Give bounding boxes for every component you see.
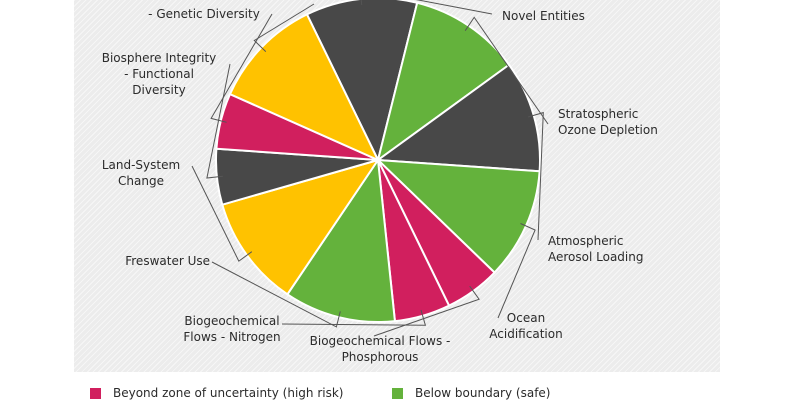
leader-line <box>211 261 341 328</box>
leader-line <box>191 165 253 262</box>
leader-line <box>206 63 231 179</box>
label-land-system-change: Land-System Change <box>101 158 181 188</box>
leader-line <box>253 3 315 52</box>
pie-slice-novel-entities <box>305 0 419 163</box>
label-freshwater-use: Freswater Use <box>125 254 210 268</box>
leader-line <box>281 309 427 326</box>
chart-area: Novel Entities Stratospheric Ozone Deple… <box>74 0 720 372</box>
leader-line <box>497 223 536 319</box>
label-ozone-depletion: Stratospheric Ozone Depletion <box>558 107 658 137</box>
leader-line <box>373 285 480 337</box>
label-genetic-diversity: - Genetic Diversity <box>148 7 260 21</box>
label-aerosol-loading: Atmospheric Aerosol Loading <box>548 234 644 264</box>
legend-item-safe: Below boundary (safe) <box>392 386 551 400</box>
label-phosphorous: Biogeochemical Flows - Phosphorous <box>309 334 451 364</box>
label-functional-diversity: Biosphere Integrity - Functional Diversi… <box>101 51 217 97</box>
legend-label-safe: Below boundary (safe) <box>415 386 551 400</box>
legend-label-high-risk: Beyond zone of uncertainty (high risk) <box>113 386 344 400</box>
leader-line <box>464 16 549 125</box>
leader-line <box>210 13 273 123</box>
legend-swatch-safe <box>392 387 403 399</box>
leader-line <box>527 111 544 241</box>
label-ocean-acidification: Ocean Acidification <box>489 311 563 341</box>
leader-line <box>360 0 493 15</box>
pie-chart <box>191 0 549 337</box>
legend-swatch-high-risk <box>90 387 101 399</box>
legend-item-high-risk: Beyond zone of uncertainty (high risk) <box>90 386 343 400</box>
label-nitrogen: Biogeochemical Flows - Nitrogen <box>183 314 281 344</box>
label-novel-entities: Novel Entities <box>502 9 585 23</box>
